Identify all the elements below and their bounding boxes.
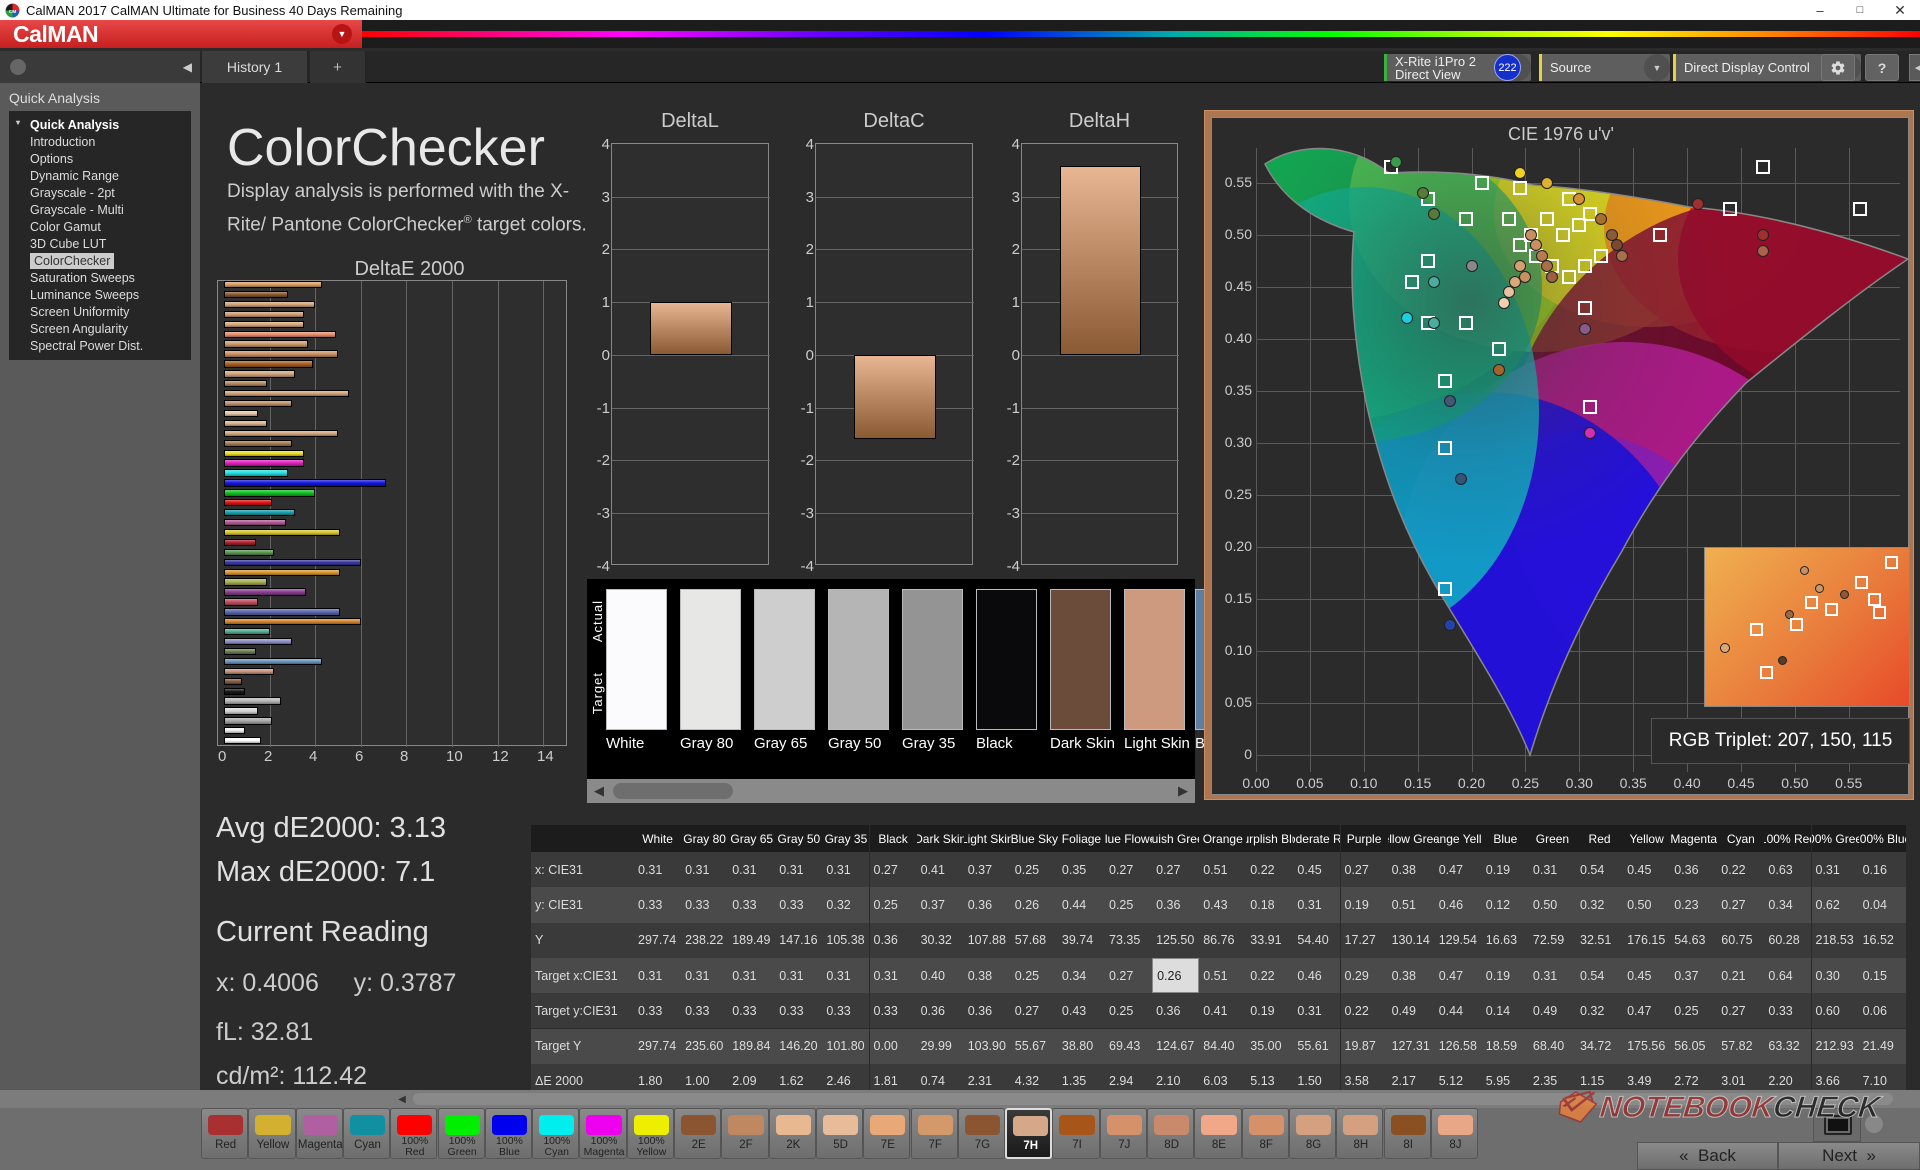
svg-text:CM: CM bbox=[9, 8, 16, 14]
